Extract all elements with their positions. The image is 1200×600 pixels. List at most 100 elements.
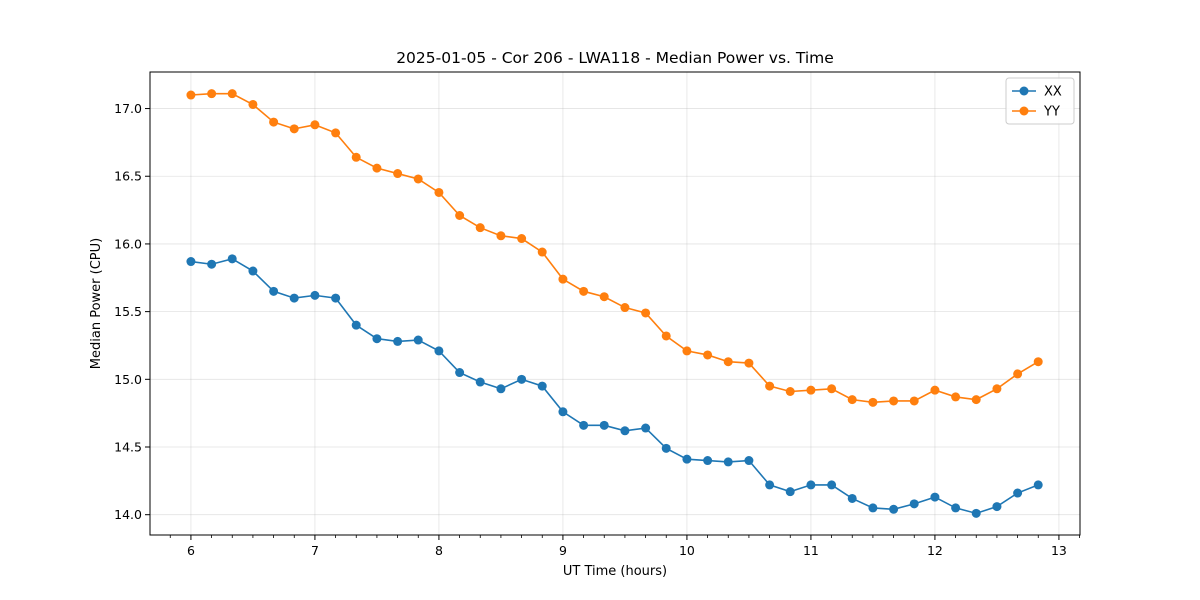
data-point-xx bbox=[558, 407, 568, 417]
data-point-xx bbox=[868, 503, 878, 513]
data-point-yy bbox=[331, 128, 341, 138]
data-point-xx bbox=[207, 259, 217, 269]
data-point-yy bbox=[227, 89, 237, 99]
data-point-yy bbox=[207, 89, 217, 99]
data-point-xx bbox=[186, 257, 196, 267]
data-point-xx bbox=[1033, 480, 1043, 490]
y-tick-label: 14.0 bbox=[114, 507, 142, 522]
data-point-xx bbox=[641, 423, 651, 433]
data-point-xx bbox=[289, 293, 299, 303]
data-point-xx bbox=[372, 334, 382, 344]
data-point-xx bbox=[620, 426, 630, 436]
data-point-xx bbox=[992, 502, 1002, 512]
data-point-yy bbox=[765, 381, 775, 391]
x-tick-label: 10 bbox=[679, 543, 695, 558]
data-point-xx bbox=[827, 480, 837, 490]
data-point-yy bbox=[1033, 357, 1043, 367]
legend-marker-xx bbox=[1019, 86, 1029, 96]
data-point-yy bbox=[930, 385, 940, 395]
x-tick-label: 9 bbox=[559, 543, 567, 558]
data-point-xx bbox=[951, 503, 961, 513]
data-point-xx bbox=[971, 508, 981, 518]
data-point-xx bbox=[455, 368, 465, 378]
y-tick-label: 17.0 bbox=[114, 101, 142, 116]
x-tick-label: 6 bbox=[187, 543, 195, 558]
y-axis-label: Median Power (CPU) bbox=[89, 238, 104, 369]
data-point-yy bbox=[434, 187, 444, 197]
axis-ticks: 6 7 8 9 10 11 12 13 14.0 14.5 15.0 15.5 16.0 16.5 17.0 bbox=[114, 101, 1080, 558]
data-point-yy bbox=[909, 396, 919, 406]
data-point-xx bbox=[806, 480, 816, 490]
data-point-xx bbox=[765, 480, 775, 490]
data-point-xx bbox=[248, 266, 258, 276]
plot-frame bbox=[149, 71, 1081, 536]
data-point-yy bbox=[827, 384, 837, 394]
data-point-yy bbox=[723, 357, 733, 367]
data-point-xx bbox=[661, 443, 671, 453]
series-xx bbox=[186, 254, 1043, 518]
data-point-yy bbox=[351, 152, 361, 162]
data-point-yy bbox=[785, 386, 795, 396]
data-point-yy bbox=[455, 211, 465, 221]
x-tick-label: 8 bbox=[435, 543, 443, 558]
chart-title: 2025-01-05 - Cor 206 - LWA118 - Median P… bbox=[396, 49, 834, 67]
data-point-yy bbox=[496, 231, 506, 241]
data-point-xx bbox=[351, 320, 361, 330]
x-axis-label: UT Time (hours) bbox=[563, 564, 667, 579]
data-point-xx bbox=[517, 374, 527, 384]
data-point-yy bbox=[971, 395, 981, 405]
y-tick-label: 14.5 bbox=[114, 440, 142, 455]
data-point-xx bbox=[744, 456, 754, 466]
series-layer bbox=[186, 89, 1043, 518]
x-tick-label: 13 bbox=[1051, 543, 1067, 558]
data-point-xx bbox=[579, 420, 589, 430]
data-point-yy bbox=[806, 385, 816, 395]
data-point-xx bbox=[310, 290, 320, 300]
data-point-yy bbox=[847, 395, 857, 405]
y-tick-label: 15.0 bbox=[114, 372, 142, 387]
legend-box bbox=[1005, 77, 1075, 125]
data-point-yy bbox=[537, 247, 547, 257]
data-point-yy bbox=[744, 358, 754, 368]
data-point-xx bbox=[393, 336, 403, 346]
legend: XX YY bbox=[1005, 77, 1075, 125]
data-point-xx bbox=[496, 384, 506, 394]
data-point-xx bbox=[475, 377, 485, 387]
data-point-xx bbox=[889, 504, 899, 514]
data-point-yy bbox=[393, 169, 403, 179]
y-tick-label: 15.5 bbox=[114, 304, 142, 319]
data-point-yy bbox=[289, 124, 299, 134]
data-point-yy bbox=[475, 223, 485, 233]
data-point-xx bbox=[909, 499, 919, 509]
data-point-xx bbox=[1013, 488, 1023, 498]
data-point-xx bbox=[785, 487, 795, 497]
data-point-yy bbox=[661, 331, 671, 341]
data-point-xx bbox=[682, 454, 692, 464]
data-point-yy bbox=[1013, 369, 1023, 379]
data-point-yy bbox=[372, 163, 382, 173]
x-tick-label: 7 bbox=[311, 543, 319, 558]
data-point-xx bbox=[599, 420, 609, 430]
data-point-xx bbox=[847, 493, 857, 503]
y-tick-label: 16.0 bbox=[114, 236, 142, 251]
data-point-yy bbox=[310, 120, 320, 130]
data-point-yy bbox=[620, 303, 630, 313]
data-point-yy bbox=[517, 234, 527, 244]
x-tick-label: 12 bbox=[927, 543, 943, 558]
data-point-xx bbox=[930, 492, 940, 502]
data-point-xx bbox=[723, 457, 733, 467]
data-point-yy bbox=[558, 274, 568, 284]
data-point-xx bbox=[703, 456, 713, 466]
data-point-yy bbox=[599, 292, 609, 302]
data-point-yy bbox=[992, 384, 1002, 394]
data-point-yy bbox=[413, 174, 423, 184]
data-point-xx bbox=[537, 381, 547, 391]
grid-lines bbox=[150, 72, 1080, 535]
data-point-yy bbox=[269, 117, 279, 127]
data-point-xx bbox=[434, 346, 444, 356]
data-point-yy bbox=[641, 308, 651, 318]
y-tick-label: 16.5 bbox=[114, 169, 142, 184]
data-point-yy bbox=[579, 286, 589, 296]
